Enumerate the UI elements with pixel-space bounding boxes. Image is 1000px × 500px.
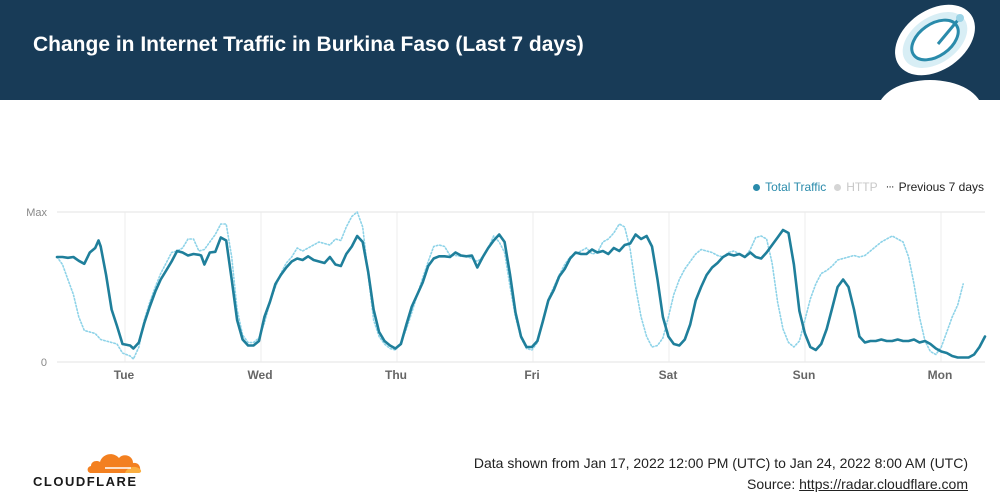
cloudflare-logo[interactable]: CLOUDFLARE (33, 449, 143, 494)
x-tick-label: Sat (659, 368, 678, 382)
source-label: Source: (746, 476, 800, 492)
x-tick-label: Thu (385, 368, 407, 382)
x-tick-label: Mon (928, 368, 953, 382)
page-title: Change in Internet Traffic in Burkina Fa… (33, 33, 584, 56)
legend-item-total-traffic[interactable]: Total Traffic (753, 180, 826, 194)
legend-item-http[interactable]: HTTP (834, 180, 878, 194)
x-tick-label: Tue (114, 368, 135, 382)
data-range-text: Data shown from Jan 17, 2022 12:00 PM (U… (473, 455, 968, 471)
header-banner: Change in Internet Traffic in Burkina Fa… (0, 0, 1000, 100)
x-tick-label: Fri (524, 368, 539, 382)
legend-label: HTTP (846, 180, 878, 194)
x-tick-label: Sun (793, 368, 816, 382)
y-axis-label-max: Max (26, 207, 47, 219)
source-link[interactable]: https://radar.cloudflare.com (799, 476, 968, 492)
legend-item-previous-7-days[interactable]: ··· Previous 7 days (886, 180, 984, 194)
dotted-line-icon: ··· (885, 181, 895, 193)
legend-label: Previous 7 days (898, 180, 984, 194)
legend-dot-icon (834, 183, 842, 191)
legend-dot-icon (753, 183, 761, 191)
satellite-dish-icon (880, 4, 980, 100)
x-tick-label: Wed (247, 368, 272, 382)
legend-label: Total Traffic (765, 180, 827, 194)
footer: Data shown from Jan 17, 2022 12:00 PM (U… (474, 453, 968, 495)
series-line-previous-7-days (56, 211, 964, 360)
chart-legend: Total Traffic HTTP ··· Previous 7 days (753, 180, 984, 194)
y-axis-label-zero: 0 (41, 357, 47, 369)
source-line: Source: https://radar.cloudflare.com (474, 474, 968, 495)
traffic-line-chart: Max 0 Tue Wed Thu Fri Sat Sun Mon (26, 207, 987, 382)
series-line-total-traffic (55, 228, 987, 359)
logo-wordmark: CLOUDFLARE (33, 474, 138, 489)
cloud-icon (87, 454, 142, 473)
